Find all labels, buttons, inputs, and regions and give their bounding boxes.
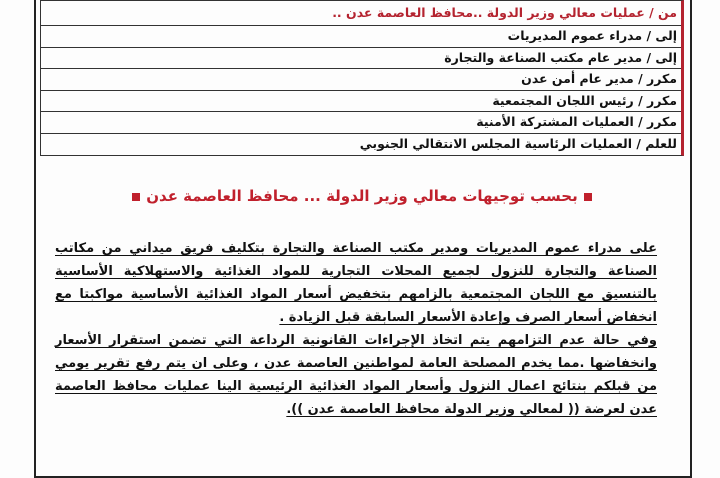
- info-row: للعلم / العمليات الرئاسية المجلس الانتقا…: [359, 135, 677, 151]
- paragraph-text: وفي حالة عدم التزامهم يتم اتخاذ الإجراءا…: [55, 333, 657, 417]
- paragraph-text: على مدراء عموم المديريات ومدير مكتب الصن…: [55, 241, 657, 325]
- cc-row: مكرر / رئيس اللجان المجتمعية: [41, 91, 681, 113]
- to-row: إلى / مدير عام مكتب الصناعة والتجارة: [41, 48, 681, 70]
- square-bullet-icon: [132, 192, 141, 201]
- paragraph: على مدراء عموم المديريات ومدير مكتب الصن…: [55, 237, 657, 329]
- paragraph: وفي حالة عدم التزامهم يتم اتخاذ الإجراءا…: [55, 329, 657, 421]
- heading-text: بحسب توجيهات معالي وزير الدولة ... محافظ…: [146, 187, 578, 205]
- cc-row: مكرر / العمليات المشتركة الأمنية: [41, 112, 681, 134]
- directive-heading: بحسب توجيهات معالي وزير الدولة ... محافظ…: [40, 187, 684, 205]
- square-bullet-icon: [583, 192, 592, 201]
- address-table: من / عمليات معالي وزير الدولة ..محافظ ال…: [40, 0, 684, 156]
- to-row: إلى / مدراء عموم المديريات: [41, 26, 681, 48]
- document-body: على مدراء عموم المديريات ومدير مكتب الصن…: [55, 237, 657, 421]
- cc-row: مكرر / مدير عام أمن عدن: [41, 69, 681, 91]
- from-row: من / عمليات معالي وزير الدولة ..محافظ ال…: [41, 1, 681, 26]
